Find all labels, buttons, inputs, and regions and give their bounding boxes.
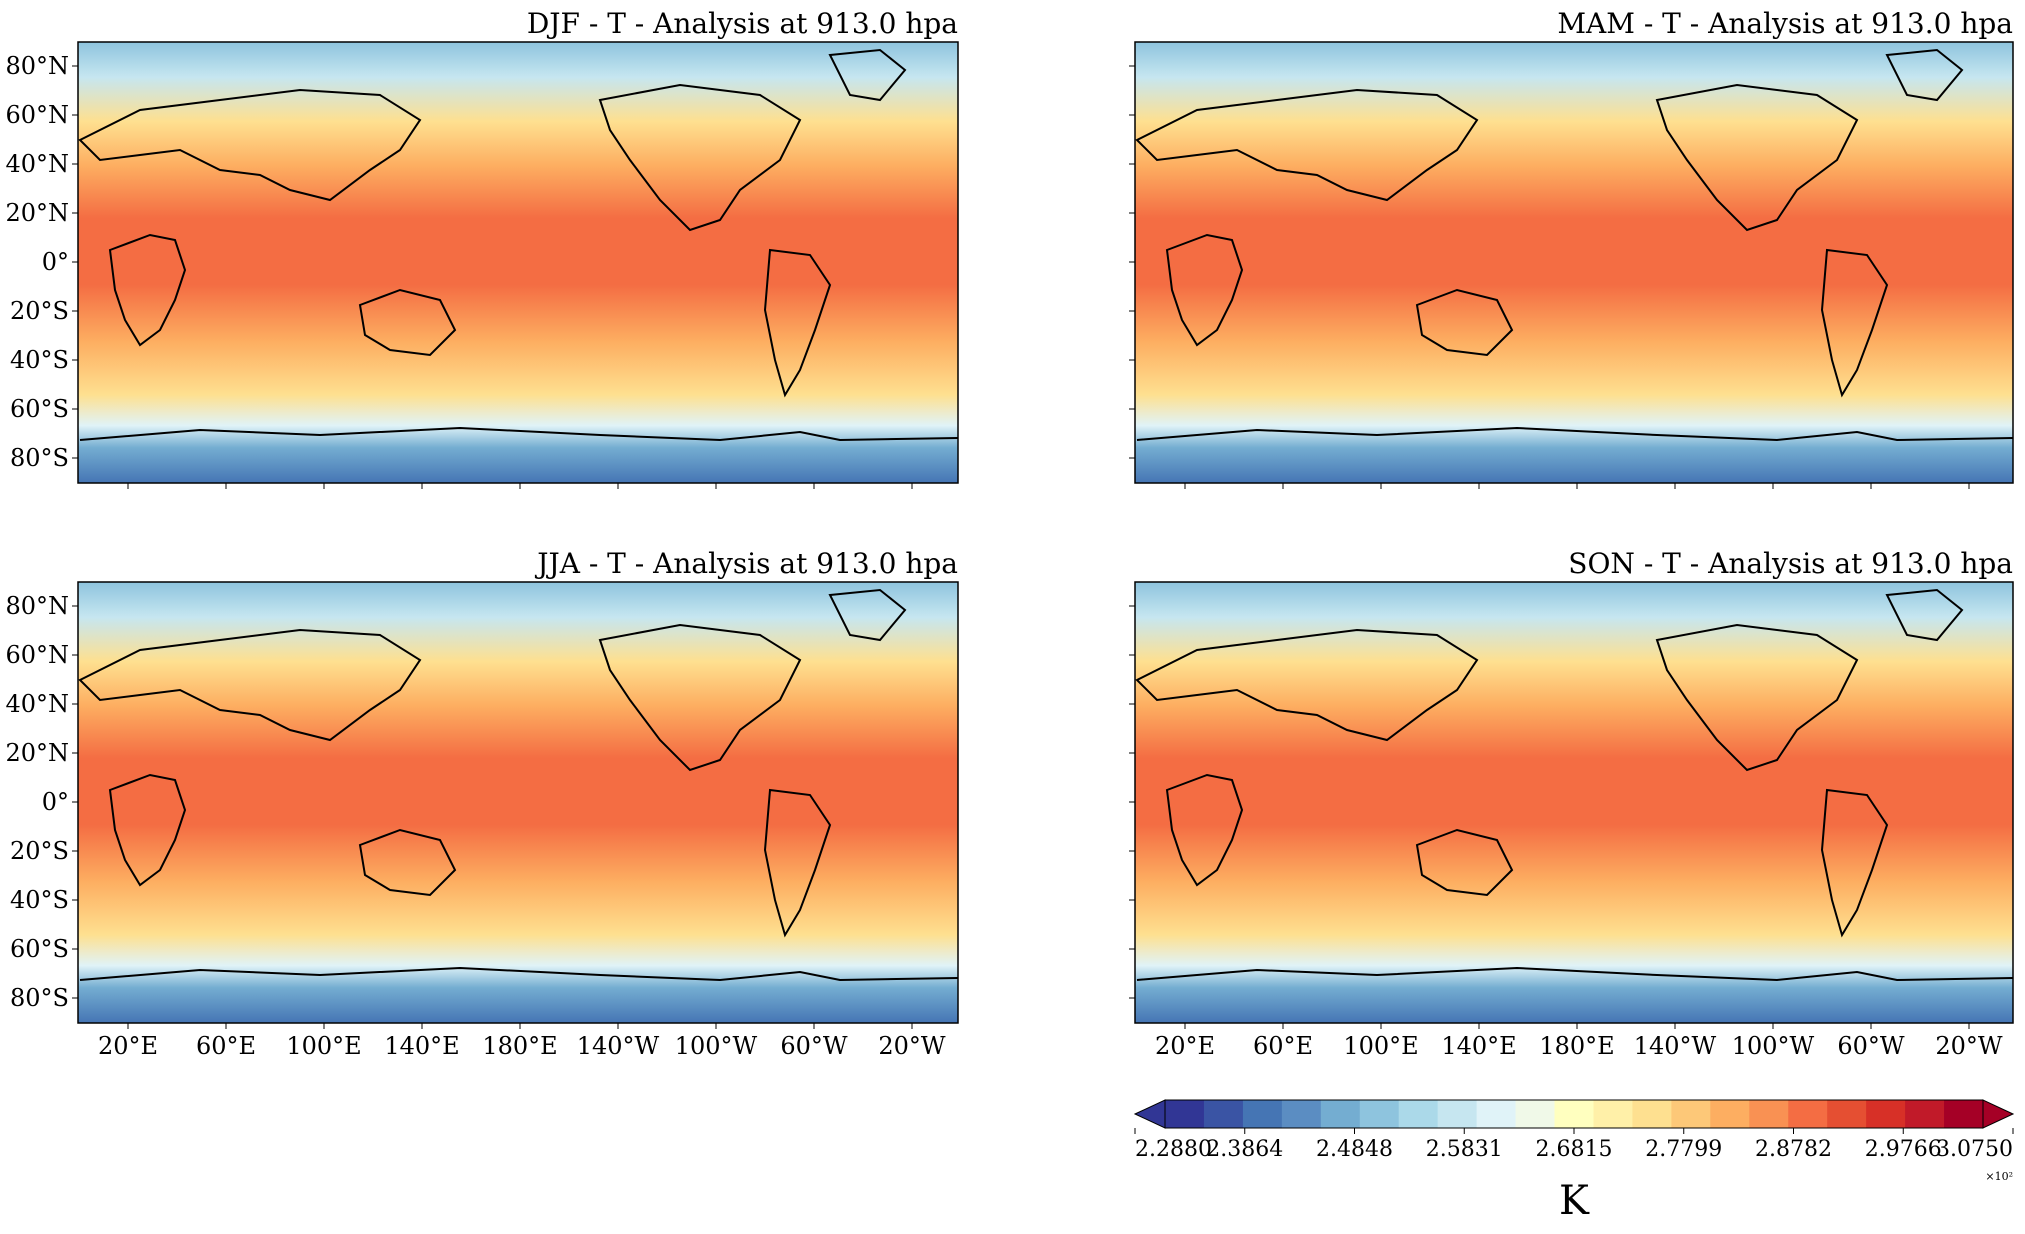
- lat-tick-label: 60°N: [5, 641, 69, 669]
- lon-ticks: [1184, 483, 1970, 489]
- lat-axis: 80°N 60°N 40°N 20°N 0° 20°S 40°S 60°S 80…: [5, 592, 78, 1012]
- lon-tick-label: 20°E: [1155, 1032, 1215, 1060]
- lon-tick-label: 140°E: [1441, 1032, 1516, 1060]
- continent-outlines: [1135, 48, 2014, 442]
- colorbar-tick-label: 2.9766: [1865, 1137, 1942, 1162]
- lat-tick-label: 60°S: [10, 395, 69, 423]
- map-area: [77, 581, 959, 1024]
- lat-tick-label: 20°N: [5, 739, 69, 767]
- colorbar-tick-label: 2.8782: [1755, 1137, 1832, 1162]
- colorbar-tick-label: 2.6815: [1536, 1137, 1613, 1162]
- colorbar-unit-label: K: [1559, 1178, 1590, 1224]
- colorbar-tick-label: 3.0750: [1936, 1137, 2013, 1162]
- colorbar-swatch: [1632, 1100, 1672, 1128]
- colorbar-swatch: [1359, 1100, 1400, 1128]
- lat-ticks: [1129, 65, 1135, 459]
- lat-tick-label: 0°: [42, 788, 69, 816]
- colorbar-swatch: [1710, 1100, 1750, 1128]
- lon-tick-label: 180°E: [482, 1032, 557, 1060]
- lon-tick-label: 20°W: [1935, 1032, 2003, 1060]
- colorbar-swatch: [1827, 1100, 1867, 1128]
- colorbar-tick-label: 2.3864: [1206, 1137, 1283, 1162]
- colorbar-swatch: [1593, 1100, 1633, 1128]
- colorbar-swatch: [1554, 1100, 1594, 1128]
- colorbar-tick-label: 2.2880: [1135, 1137, 1212, 1162]
- lat-tick-label: 20°S: [10, 297, 69, 325]
- lon-tick-label: 60°E: [196, 1032, 256, 1060]
- lat-ticks: [1129, 605, 1135, 999]
- colorbar-swatch: [1437, 1100, 1478, 1128]
- lat-tick-label: 20°N: [5, 199, 69, 227]
- lon-tick-label: 60°W: [780, 1032, 848, 1060]
- lon-axis: 20°E 60°E 100°E 140°E 180°E 140°W 100°W …: [98, 1023, 946, 1060]
- colorbar-tick-label: 2.5831: [1426, 1137, 1503, 1162]
- lat-tick-label: 40°S: [10, 346, 69, 374]
- colorbar-swatch: [1866, 1100, 1906, 1128]
- lon-tick-label: 60°E: [1253, 1032, 1313, 1060]
- colorbar-swatch: [1281, 1100, 1322, 1128]
- map-area: [1134, 41, 2014, 484]
- lon-ticks: [127, 483, 913, 489]
- lon-tick-label: 100°E: [1343, 1032, 1418, 1060]
- colorbar-swatch: [1788, 1100, 1828, 1128]
- lon-tick-label: 100°E: [286, 1032, 361, 1060]
- colorbar-swatch: [1165, 1100, 1205, 1128]
- map-area: [1134, 581, 2014, 1024]
- lon-tick-label: 20°E: [98, 1032, 158, 1060]
- lat-tick-label: 40°N: [5, 690, 69, 718]
- lat-tick-label: 80°N: [5, 52, 69, 80]
- colorbar-swatch: [1203, 1100, 1244, 1128]
- lat-tick-label: 60°S: [10, 935, 69, 963]
- lon-tick-label: 20°W: [878, 1032, 946, 1060]
- colorbar-tick-label: 2.7799: [1645, 1137, 1722, 1162]
- lat-tick-label: 40°S: [10, 886, 69, 914]
- lon-tick-label: 140°W: [1634, 1032, 1717, 1060]
- panel-title: SON - T - Analysis at 913.0 hpa: [1568, 547, 2013, 580]
- lon-tick-label: 100°W: [1732, 1032, 1815, 1060]
- colorbar-swatch: [1398, 1100, 1439, 1128]
- lat-tick-label: 20°S: [10, 837, 69, 865]
- lat-tick-label: 80°S: [10, 444, 69, 472]
- continent-outlines: [78, 48, 959, 442]
- colorbar-min-extension: [1133, 1099, 1166, 1129]
- panel-title: JJA - T - Analysis at 913.0 hpa: [534, 547, 958, 580]
- colorbar-tick-label: 2.4848: [1316, 1137, 1393, 1162]
- continent-outlines: [1135, 588, 2014, 982]
- colorbar-swatch: [1320, 1100, 1361, 1128]
- continent-outlines: [78, 588, 959, 982]
- colorbar-swatch: [1905, 1100, 1945, 1128]
- lat-tick-label: 0°: [42, 248, 69, 276]
- colorbar-swatch: [1944, 1100, 1984, 1128]
- lat-tick-label: 40°N: [5, 150, 69, 178]
- colorbar-swatch: [1515, 1100, 1556, 1128]
- lon-tick-label: 140°W: [577, 1032, 660, 1060]
- panel-title: DJF - T - Analysis at 913.0 hpa: [527, 7, 958, 40]
- panel-title: MAM - T - Analysis at 913.0 hpa: [1557, 7, 2013, 40]
- lat-tick-label: 80°N: [5, 592, 69, 620]
- lon-tick-label: 100°W: [675, 1032, 758, 1060]
- map-panel-mam: MAM - T - Analysis at 913.0 hpa: [1129, 7, 2014, 489]
- lon-axis: 20°E 60°E 100°E 140°E 180°E 140°W 100°W …: [1155, 1023, 2003, 1060]
- lon-tick-label: 140°E: [384, 1032, 459, 1060]
- lon-tick-label: 180°E: [1539, 1032, 1614, 1060]
- lat-axis: 80°N 60°N 40°N 20°N 0° 20°S 40°S 60°S 80…: [5, 52, 78, 472]
- colorbar-multiplier: ×10²: [1985, 1170, 2013, 1183]
- colorbar-swatch: [1242, 1100, 1283, 1128]
- colorbar-swatch: [1671, 1100, 1711, 1128]
- lat-tick-label: 80°S: [10, 984, 69, 1012]
- lat-tick-label: 60°N: [5, 101, 69, 129]
- lon-tick-label: 60°W: [1837, 1032, 1905, 1060]
- map-panel-djf: DJF - T - Analysis at 913.0 hpa: [5, 7, 959, 489]
- map-panel-son: SON - T - Analysis at 913.0 hpa 20°E 60°…: [1129, 547, 2014, 1060]
- map-area: [77, 41, 959, 484]
- colorbar-swatch: [1476, 1100, 1517, 1128]
- colorbar-swatch: [1749, 1100, 1789, 1128]
- map-panel-jja: JJA - T - Analysis at 913.0 hpa 80°N 60°…: [5, 547, 959, 1060]
- colorbar-swatches: [1164, 1099, 1984, 1129]
- colorbar-max-extension: [1982, 1099, 2015, 1129]
